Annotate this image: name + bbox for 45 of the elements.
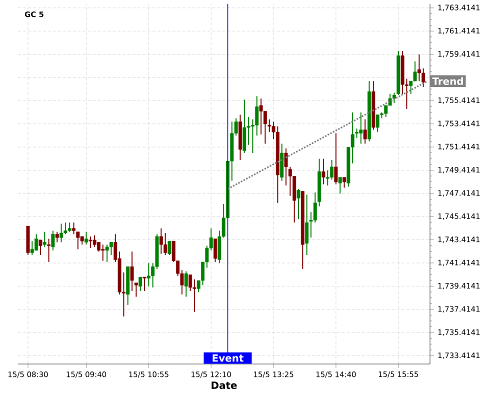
candlestick <box>322 158 326 185</box>
x-axis-title: Date <box>212 382 237 390</box>
candlestick <box>359 112 363 144</box>
candlestick <box>376 114 380 133</box>
candlestick <box>326 170 330 186</box>
candlestick <box>192 278 196 312</box>
candlestick <box>413 60 417 82</box>
candlestick <box>130 251 134 292</box>
candlestick <box>109 242 113 256</box>
candlestick <box>134 282 138 298</box>
candlestick <box>334 132 338 185</box>
candlestick <box>30 240 34 256</box>
candlestick <box>342 176 346 188</box>
candlestick <box>184 270 188 298</box>
candlestick <box>105 244 109 262</box>
candlestick <box>284 148 288 186</box>
candlestick <box>92 234 96 248</box>
candlestick <box>146 262 150 287</box>
candlestick <box>42 231 46 248</box>
candlestick <box>60 223 64 243</box>
candlestick <box>159 228 163 254</box>
series-label: Trend <box>432 77 463 85</box>
candlestick <box>259 98 263 135</box>
candlestick <box>101 244 105 262</box>
candlestick <box>84 231 88 246</box>
candlestick <box>68 222 72 232</box>
ref-line-label: Event <box>212 354 244 362</box>
candlestick <box>242 99 246 154</box>
candlestick <box>88 236 92 249</box>
candlestick <box>188 274 192 292</box>
candlestick <box>38 239 42 256</box>
candlestick <box>296 188 300 220</box>
candlestick <box>138 276 142 292</box>
candlestick <box>338 176 342 194</box>
candlestick <box>305 194 309 256</box>
candlestick <box>168 240 172 256</box>
candlestick <box>255 96 259 136</box>
candlestick <box>422 68 426 88</box>
candlestick <box>51 230 55 251</box>
candlestick <box>142 276 146 292</box>
candlestick <box>214 238 217 262</box>
candlestick <box>363 118 367 144</box>
candlestick <box>164 232 168 256</box>
candlestick <box>47 238 51 262</box>
candlestick <box>55 231 59 243</box>
